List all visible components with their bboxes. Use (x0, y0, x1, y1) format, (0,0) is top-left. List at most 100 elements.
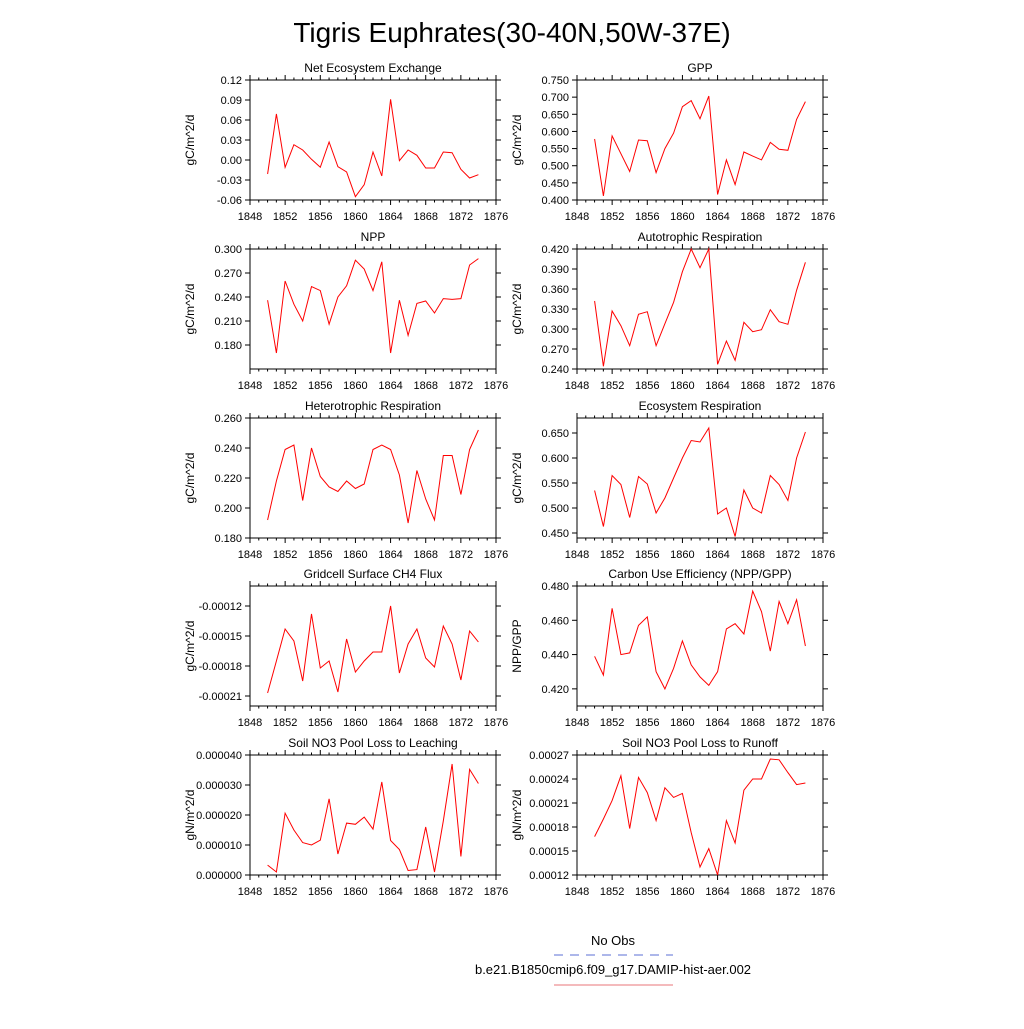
panel-title: Gridcell Surface CH4 Flux (304, 567, 443, 581)
panel-title: Carbon Use Efficiency (NPP/GPP) (608, 567, 791, 581)
y-tick-label: 0.200 (214, 503, 242, 515)
figure-title: Tigris Euphrates(30-40N,50W-37E) (293, 17, 730, 48)
chart-panel-6: Ecosystem Respiration gC/m^2/d 1848 1852 185… (510, 399, 835, 561)
x-tick-label: 1852 (600, 211, 624, 223)
chart-panel-7: Gridcell Surface CH4 Flux gC/m^2/d 1848 185… (183, 567, 508, 729)
plot-frame (249, 585, 497, 707)
x-tick-label: 1856 (635, 717, 659, 729)
y-tick-label: 0.420 (541, 684, 569, 696)
y-tick-label: 0.600 (541, 126, 569, 138)
y-tick-label: 0.300 (541, 324, 569, 336)
y-axis-label: gC/m^2/d (510, 284, 524, 335)
y-tick-label: 0.420 (541, 244, 569, 256)
x-tick-label: 1872 (449, 717, 473, 729)
chart-panel-3: NPP gC/m^2/d 1848 1852 1856 1860 1864 1868 1872 1… (183, 230, 508, 392)
x-tick-label: 1864 (705, 380, 729, 392)
y-tick-label: -0.00015 (199, 631, 242, 643)
panel-title: Soil NO3 Pool Loss to Leaching (288, 736, 457, 750)
y-tick-label: 0.06 (221, 115, 242, 127)
y-tick-label: 0.180 (214, 340, 242, 352)
x-tick-label: 1868 (740, 549, 764, 561)
x-tick-label: 1848 (238, 717, 262, 729)
x-tick-label: 1860 (670, 211, 694, 223)
y-tick-label: 0.450 (541, 528, 569, 540)
chart-panel-2: GPP gC/m^2/d 1848 1852 1856 1860 1864 1868 1872 1… (510, 61, 835, 223)
x-tick-label: 1876 (484, 211, 508, 223)
x-tick-label: 1864 (378, 549, 402, 561)
y-axis-label: gC/m^2/d (183, 453, 197, 504)
x-tick-label: 1852 (273, 717, 297, 729)
series-line (267, 258, 479, 354)
y-tick-label: 0.390 (541, 264, 569, 276)
x-tick-label: 1868 (413, 211, 437, 223)
x-tick-label: 1848 (565, 717, 589, 729)
chart-panel-4: Autotrophic Respiration gC/m^2/d 1848 1852 1… (510, 230, 835, 392)
series-line (594, 95, 806, 196)
x-tick-label: 1868 (413, 380, 437, 392)
x-tick-label: 1856 (308, 886, 332, 898)
y-tick-label: 0.00027 (529, 750, 569, 762)
x-tick-label: 1876 (811, 211, 835, 223)
plot-frame (249, 79, 497, 201)
y-tick-label: 0.240 (214, 292, 242, 304)
y-tick-label: 0.270 (541, 344, 569, 356)
x-tick-label: 1872 (776, 211, 800, 223)
x-tick-label: 1868 (413, 549, 437, 561)
x-tick-label: 1872 (776, 886, 800, 898)
y-tick-label: 0.03 (221, 135, 242, 147)
x-tick-label: 1852 (600, 549, 624, 561)
x-tick-label: 1868 (740, 886, 764, 898)
x-tick-label: 1848 (238, 380, 262, 392)
x-tick-label: 1868 (413, 717, 437, 729)
x-tick-label: 1876 (811, 717, 835, 729)
y-tick-label: 0.480 (541, 581, 569, 593)
y-tick-label: 0.700 (541, 92, 569, 104)
x-tick-label: 1852 (600, 886, 624, 898)
x-tick-label: 1848 (565, 549, 589, 561)
y-tick-label: 0.450 (541, 178, 569, 190)
chart-panel-8: Carbon Use Efficiency (NPP/GPP) NPP/GPP 18… (510, 567, 835, 729)
y-axis-label: gC/m^2/d (183, 115, 197, 166)
y-tick-label: -0.00018 (199, 661, 242, 673)
x-tick-label: 1860 (343, 886, 367, 898)
y-tick-label: 0.00015 (529, 846, 569, 858)
series-line (594, 247, 806, 367)
y-axis-label: NPP/GPP (510, 619, 524, 672)
y-tick-label: 0.00024 (529, 774, 569, 786)
y-tick-label: 0.550 (541, 144, 569, 156)
x-tick-label: 1860 (670, 380, 694, 392)
x-tick-label: 1860 (343, 549, 367, 561)
x-tick-label: 1860 (670, 886, 694, 898)
y-tick-label: 0.000000 (196, 870, 242, 882)
x-tick-label: 1876 (484, 549, 508, 561)
plot-frame (249, 417, 497, 539)
y-tick-label: 0.300 (214, 244, 242, 256)
y-axis-label: gC/m^2/d (510, 115, 524, 166)
x-tick-label: 1864 (378, 211, 402, 223)
x-tick-label: 1872 (449, 549, 473, 561)
y-tick-label: 0.240 (214, 443, 242, 455)
y-tick-label: 0.650 (541, 428, 569, 440)
x-tick-label: 1876 (484, 380, 508, 392)
y-tick-label: 0.440 (541, 650, 569, 662)
y-axis-label: gC/m^2/d (510, 453, 524, 504)
y-tick-label: 0.00012 (529, 870, 569, 882)
chart-panel-9: Soil NO3 Pool Loss to Leaching gN/m^2/d 18… (183, 736, 508, 898)
x-tick-label: 1848 (565, 211, 589, 223)
y-tick-label: 0.220 (214, 473, 242, 485)
x-tick-label: 1876 (811, 886, 835, 898)
x-tick-label: 1864 (378, 380, 402, 392)
y-tick-label: 0.00 (221, 155, 242, 167)
x-tick-label: 1856 (635, 380, 659, 392)
y-tick-label: 0.000030 (196, 780, 242, 792)
y-tick-label: 0.000020 (196, 810, 242, 822)
y-tick-label: 0.260 (214, 413, 242, 425)
x-tick-label: 1876 (811, 380, 835, 392)
plot-frame (576, 754, 824, 876)
y-tick-label: 0.000010 (196, 840, 242, 852)
panel-title: Net Ecosystem Exchange (304, 61, 442, 75)
y-tick-label: 0.500 (541, 503, 569, 515)
x-tick-label: 1848 (565, 886, 589, 898)
x-tick-label: 1852 (273, 211, 297, 223)
